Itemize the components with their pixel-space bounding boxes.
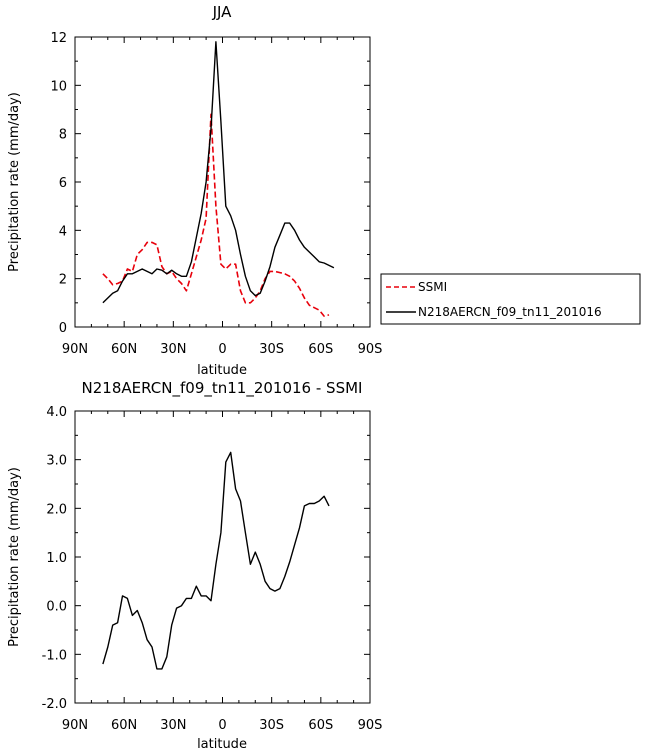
top-series-line-0 — [102, 113, 330, 317]
top-x-tick-label: 60S — [308, 342, 333, 357]
top-y-tick-label: 4 — [59, 224, 67, 239]
bottom-y-axis-label: Precipitation rate (mm/day) — [7, 467, 22, 647]
bottom-chart: N218AERCN_f09_tn11_201016 - SSMI 90N 60N 3… — [7, 379, 382, 752]
legend-label-ssmi: SSMI — [418, 280, 447, 294]
top-y-tick-label: 2 — [59, 273, 67, 288]
top-y-tick-label: 12 — [50, 31, 67, 46]
bottom-y-tick-label: -2.0 — [42, 697, 67, 712]
top-x-tick-label: 60N — [111, 342, 137, 357]
bottom-x-tick-label: 60S — [308, 718, 333, 733]
top-chart: JJA 90N 60N 30N 0 30S 60S 90S 0 2 4 6 8 10 12 latitud… — [7, 3, 382, 378]
bottom-x-axis-label: latitude — [197, 737, 247, 752]
top-y-tick-label: 8 — [59, 128, 67, 143]
bottom-chart-title: N218AERCN_f09_tn11_201016 - SSMI — [82, 379, 363, 398]
top-series-line-1 — [102, 41, 335, 304]
legend: SSMI N218AERCN_f09_tn11_201016 — [380, 273, 641, 325]
top-y-tick-label: 10 — [50, 79, 67, 94]
top-x-tick-label: 30N — [160, 342, 186, 357]
legend-box — [380, 273, 641, 325]
legend-label-model: N218AERCN_f09_tn11_201016 — [418, 305, 602, 319]
bottom-y-tick-label: 1.0 — [46, 551, 67, 566]
bottom-series-line-0 — [102, 451, 330, 670]
bottom-x-tick-label: 90S — [358, 718, 383, 733]
bottom-x-tick-label: 0 — [218, 718, 226, 733]
bottom-y-tick-label: 3.0 — [46, 454, 67, 469]
top-y-tick-label: 0 — [59, 321, 67, 336]
bottom-x-tick-label: 30S — [259, 718, 284, 733]
top-x-axis-label: latitude — [197, 363, 247, 378]
bottom-y-tick-label: 2.0 — [46, 502, 67, 517]
top-x-tick-label: 0 — [218, 342, 226, 357]
bottom-x-tick-label: 90N — [62, 718, 88, 733]
top-x-tick-label: 90N — [62, 342, 88, 357]
top-chart-title: JJA — [212, 3, 233, 21]
top-x-tick-label: 90S — [358, 342, 383, 357]
top-y-axis-label: Precipitation rate (mm/day) — [7, 92, 22, 272]
bottom-y-tick-label: 4.0 — [46, 405, 67, 420]
bottom-y-tick-label: -1.0 — [42, 648, 67, 663]
bottom-y-tick-label: 0.0 — [46, 600, 67, 615]
bottom-plot-frame — [74, 410, 371, 704]
top-x-tick-label: 30S — [259, 342, 284, 357]
top-y-tick-label: 6 — [59, 176, 67, 191]
bottom-x-tick-label: 60N — [111, 718, 137, 733]
bottom-x-tick-label: 30N — [160, 718, 186, 733]
